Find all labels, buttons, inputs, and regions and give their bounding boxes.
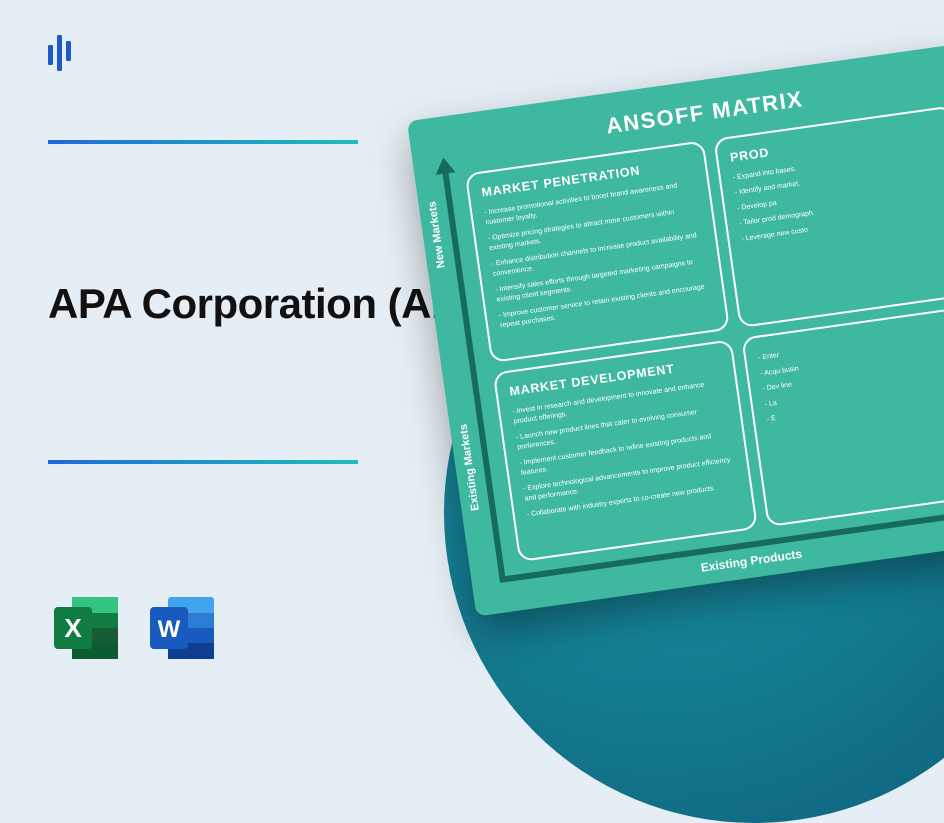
divider-top <box>48 140 358 144</box>
quad-diversification: - Enter - Acqu busin - Dev line - La - E <box>741 304 944 527</box>
matrix-grid: MARKET PENETRATION - Increase promotiona… <box>465 105 944 562</box>
brand-logo <box>48 35 72 71</box>
download-icons: X W <box>48 589 222 667</box>
word-icon: W <box>144 589 222 667</box>
quad-market-dev: MARKET DEVELOPMENT - Invest in research … <box>493 339 758 562</box>
y-axis-label-bottom: Existing Markets <box>458 423 482 511</box>
svg-text:X: X <box>64 613 82 643</box>
quad-product-dev: PROD - Expand into bases. - Identify and… <box>713 105 944 328</box>
quad-market-penetration: MARKET PENETRATION - Increase promotiona… <box>465 140 730 363</box>
y-axis-label-top: New Markets <box>426 201 447 269</box>
divider-bottom <box>48 460 358 464</box>
svg-text:W: W <box>158 616 181 643</box>
excel-icon: X <box>48 589 126 667</box>
ansoff-matrix-card: New Markets Existing Markets Existing Pr… <box>407 43 944 616</box>
